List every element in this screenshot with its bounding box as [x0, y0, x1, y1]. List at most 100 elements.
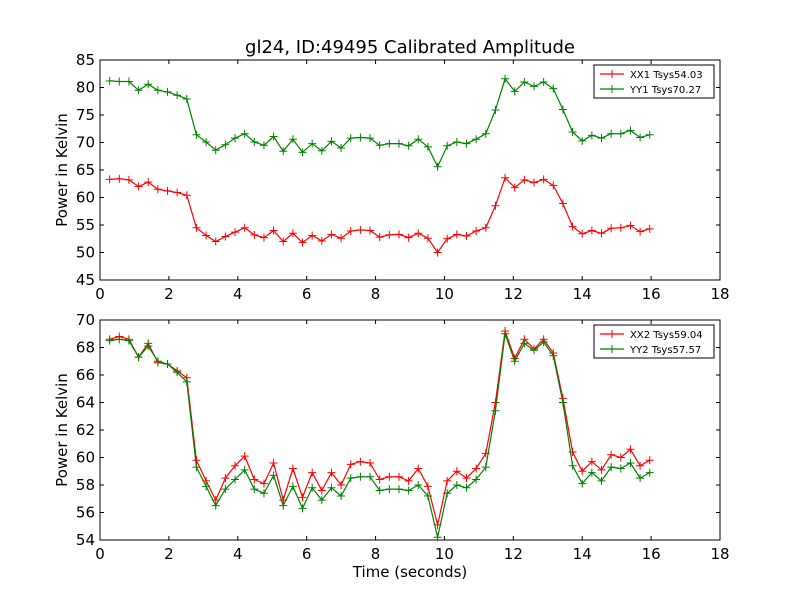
data-point: [202, 482, 211, 491]
x-tick-label: 8: [371, 285, 381, 303]
data-point: [298, 238, 307, 247]
legend: XX1 Tsys54.03 YY1 Tsys70.27: [593, 64, 715, 99]
data-point: [192, 223, 201, 232]
data-point: [558, 105, 567, 114]
y-tick-label: 58: [76, 476, 95, 494]
data-point: [250, 485, 259, 494]
data-point: [481, 223, 490, 232]
data-point: [616, 464, 625, 473]
data-point: [443, 476, 452, 485]
data-point: [259, 141, 268, 150]
data-point: [356, 133, 365, 142]
y-tick-label: 65: [76, 161, 95, 179]
data-point: [327, 137, 336, 146]
data-point: [626, 126, 635, 135]
data-point: [211, 501, 220, 510]
x-tick-label: 2: [164, 285, 174, 303]
data-point: [221, 232, 230, 241]
data-point: [578, 479, 587, 488]
data-point: [317, 486, 326, 495]
data-point: [346, 460, 355, 469]
x-tick-label: 6: [302, 545, 312, 563]
x-tick-label: 12: [504, 545, 523, 563]
data-point: [240, 129, 249, 138]
data-point: [539, 78, 548, 86]
data-point: [568, 461, 577, 470]
data-point: [462, 232, 471, 240]
data-point: [462, 139, 471, 148]
chart-title: gl24, ID:49495 Calibrated Amplitude: [245, 37, 575, 58]
data-point: [443, 234, 452, 243]
x-tick-label: 16: [642, 545, 661, 563]
data-point: [105, 175, 114, 184]
data-point: [404, 233, 413, 242]
data-point: [472, 475, 481, 484]
data-point: [115, 335, 124, 344]
data-point: [231, 134, 240, 143]
y-tick-label: 75: [76, 106, 95, 124]
y-tick-label: 45: [76, 271, 95, 289]
data-point: [520, 78, 529, 86]
data-point: [626, 459, 635, 467]
y-tick-label: 70: [76, 134, 95, 152]
data-point: [597, 229, 606, 238]
data-point: [491, 398, 500, 407]
data-point: [124, 336, 133, 345]
data-point: [414, 464, 423, 473]
data-point: [607, 463, 616, 472]
data-point: [134, 353, 143, 362]
data-point: [327, 483, 336, 492]
data-point: [375, 486, 384, 495]
y-axis-label: Power in Kelvin: [53, 373, 71, 487]
data-point: [134, 182, 143, 191]
data-point: [404, 476, 413, 485]
y-axis-label: Power in Kelvin: [53, 113, 71, 227]
x-tick-label: 14: [573, 285, 592, 303]
data-point: [423, 234, 432, 243]
series-yy: [105, 74, 654, 171]
data-point: [366, 134, 375, 143]
data-point: [481, 463, 490, 472]
data-point: [587, 468, 596, 477]
data-point: [134, 86, 143, 95]
data-point: [549, 84, 558, 93]
y-tick-label: 62: [76, 421, 95, 439]
data-point: [298, 493, 307, 502]
data-point: [452, 481, 461, 489]
data-point: [443, 489, 452, 498]
data-point: [124, 175, 133, 184]
y-tick-label: 55: [76, 216, 95, 234]
legend: XX2 Tsys59.04 YY2 Tsys57.57: [593, 324, 715, 359]
data-point: [636, 227, 645, 236]
data-point: [288, 464, 297, 473]
data-point: [607, 224, 616, 233]
legend-box: [593, 324, 715, 359]
data-point: [423, 142, 432, 151]
data-point: [202, 231, 211, 240]
data-point: [587, 457, 596, 466]
y-tick-label: 66: [76, 366, 95, 384]
data-point: [375, 141, 384, 150]
y-tick-label: 68: [76, 339, 95, 357]
data-point: [414, 481, 423, 489]
data-point: [404, 141, 413, 150]
x-tick-label: 18: [710, 285, 729, 303]
data-point: [423, 492, 432, 500]
data-point: [597, 476, 606, 485]
data-point: [414, 229, 423, 238]
data-point: [202, 137, 211, 146]
data-point: [173, 91, 182, 100]
data-point: [472, 135, 481, 144]
data-point: [491, 201, 500, 210]
data-point: [501, 74, 510, 83]
data-point: [279, 147, 288, 156]
data-point: [356, 225, 365, 234]
data-point: [240, 465, 249, 474]
data-point: [539, 175, 548, 184]
data-point: [404, 486, 413, 495]
data-point: [182, 377, 191, 386]
legend-marker: [608, 345, 616, 353]
data-point: [259, 489, 268, 498]
data-point: [616, 223, 625, 232]
data-point: [578, 136, 587, 145]
